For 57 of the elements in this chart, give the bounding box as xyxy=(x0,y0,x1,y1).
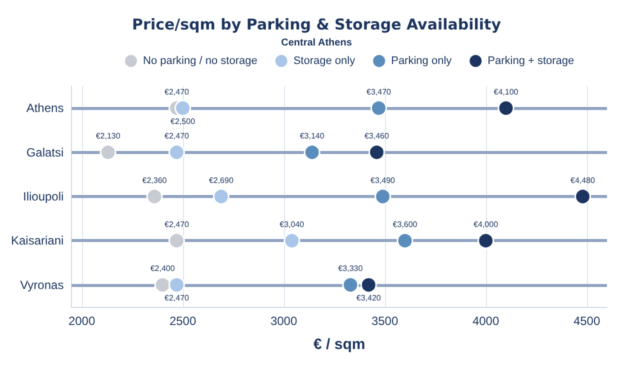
data-label: €2,690 xyxy=(208,176,234,185)
x-tick-label: 2000 xyxy=(68,314,96,328)
data-label: €4,480 xyxy=(570,176,596,185)
point xyxy=(396,232,414,249)
data-label: €3,330 xyxy=(338,264,364,274)
x-tick-label: 3500 xyxy=(371,314,398,328)
y-tick-label: Vyronas xyxy=(20,278,64,292)
data-label: €3,470 xyxy=(366,87,392,96)
point xyxy=(284,232,300,249)
data-label: €4,000 xyxy=(474,220,499,229)
data-label: €3,460 xyxy=(364,132,390,141)
data-label: €3,600 xyxy=(392,220,418,229)
data-label: €3,040 xyxy=(280,220,305,229)
point xyxy=(100,144,116,161)
data-label: €2,400 xyxy=(150,264,176,274)
data-label: €2,470 xyxy=(164,220,190,229)
point xyxy=(168,232,185,249)
point xyxy=(146,188,163,205)
legend-label: Parking only xyxy=(391,55,452,67)
y-tick-label: Galatsi xyxy=(26,145,64,160)
data-label: €3,490 xyxy=(370,176,396,185)
x-axis-title: € / sqm xyxy=(314,336,366,353)
data-label: €2,470 xyxy=(164,132,190,141)
chart-title: Price/sqm by Parking & Storage Availability xyxy=(132,16,502,34)
x-tick-label: 4500 xyxy=(573,314,600,328)
point xyxy=(574,188,592,205)
data-label: €2,130 xyxy=(96,132,121,141)
x-tick-label: 4000 xyxy=(472,314,500,328)
point xyxy=(360,276,377,294)
point xyxy=(174,100,192,116)
data-label: €2,360 xyxy=(142,176,168,185)
data-label: €2,470 xyxy=(164,87,190,96)
point xyxy=(304,144,320,161)
legend-label: Parking + storage xyxy=(488,55,574,67)
data-label: €3,140 xyxy=(300,132,325,141)
point xyxy=(168,144,185,161)
data-label: €4,100 xyxy=(494,87,519,96)
point xyxy=(154,276,171,294)
y-tick-label: Ilioupoli xyxy=(22,190,64,204)
x-tick-label: 2500 xyxy=(169,314,196,328)
x-tick-label: 3000 xyxy=(270,314,298,328)
data-label: €2,470 xyxy=(164,294,190,303)
point xyxy=(342,276,359,294)
legend-label: No parking / no storage xyxy=(143,55,258,67)
point xyxy=(368,144,385,161)
data-label: €3,420 xyxy=(356,294,382,303)
point xyxy=(478,232,494,249)
y-tick-label: Kaisariani xyxy=(10,234,64,248)
chart-subtitle: Central Athens xyxy=(281,38,352,48)
y-tick-label: Athens xyxy=(26,101,64,116)
point xyxy=(374,188,392,205)
point xyxy=(498,100,514,116)
legend-label: Storage only xyxy=(293,55,356,67)
data-label: €2,500 xyxy=(170,116,196,126)
point xyxy=(370,100,387,116)
point xyxy=(212,188,230,205)
point xyxy=(168,276,185,294)
